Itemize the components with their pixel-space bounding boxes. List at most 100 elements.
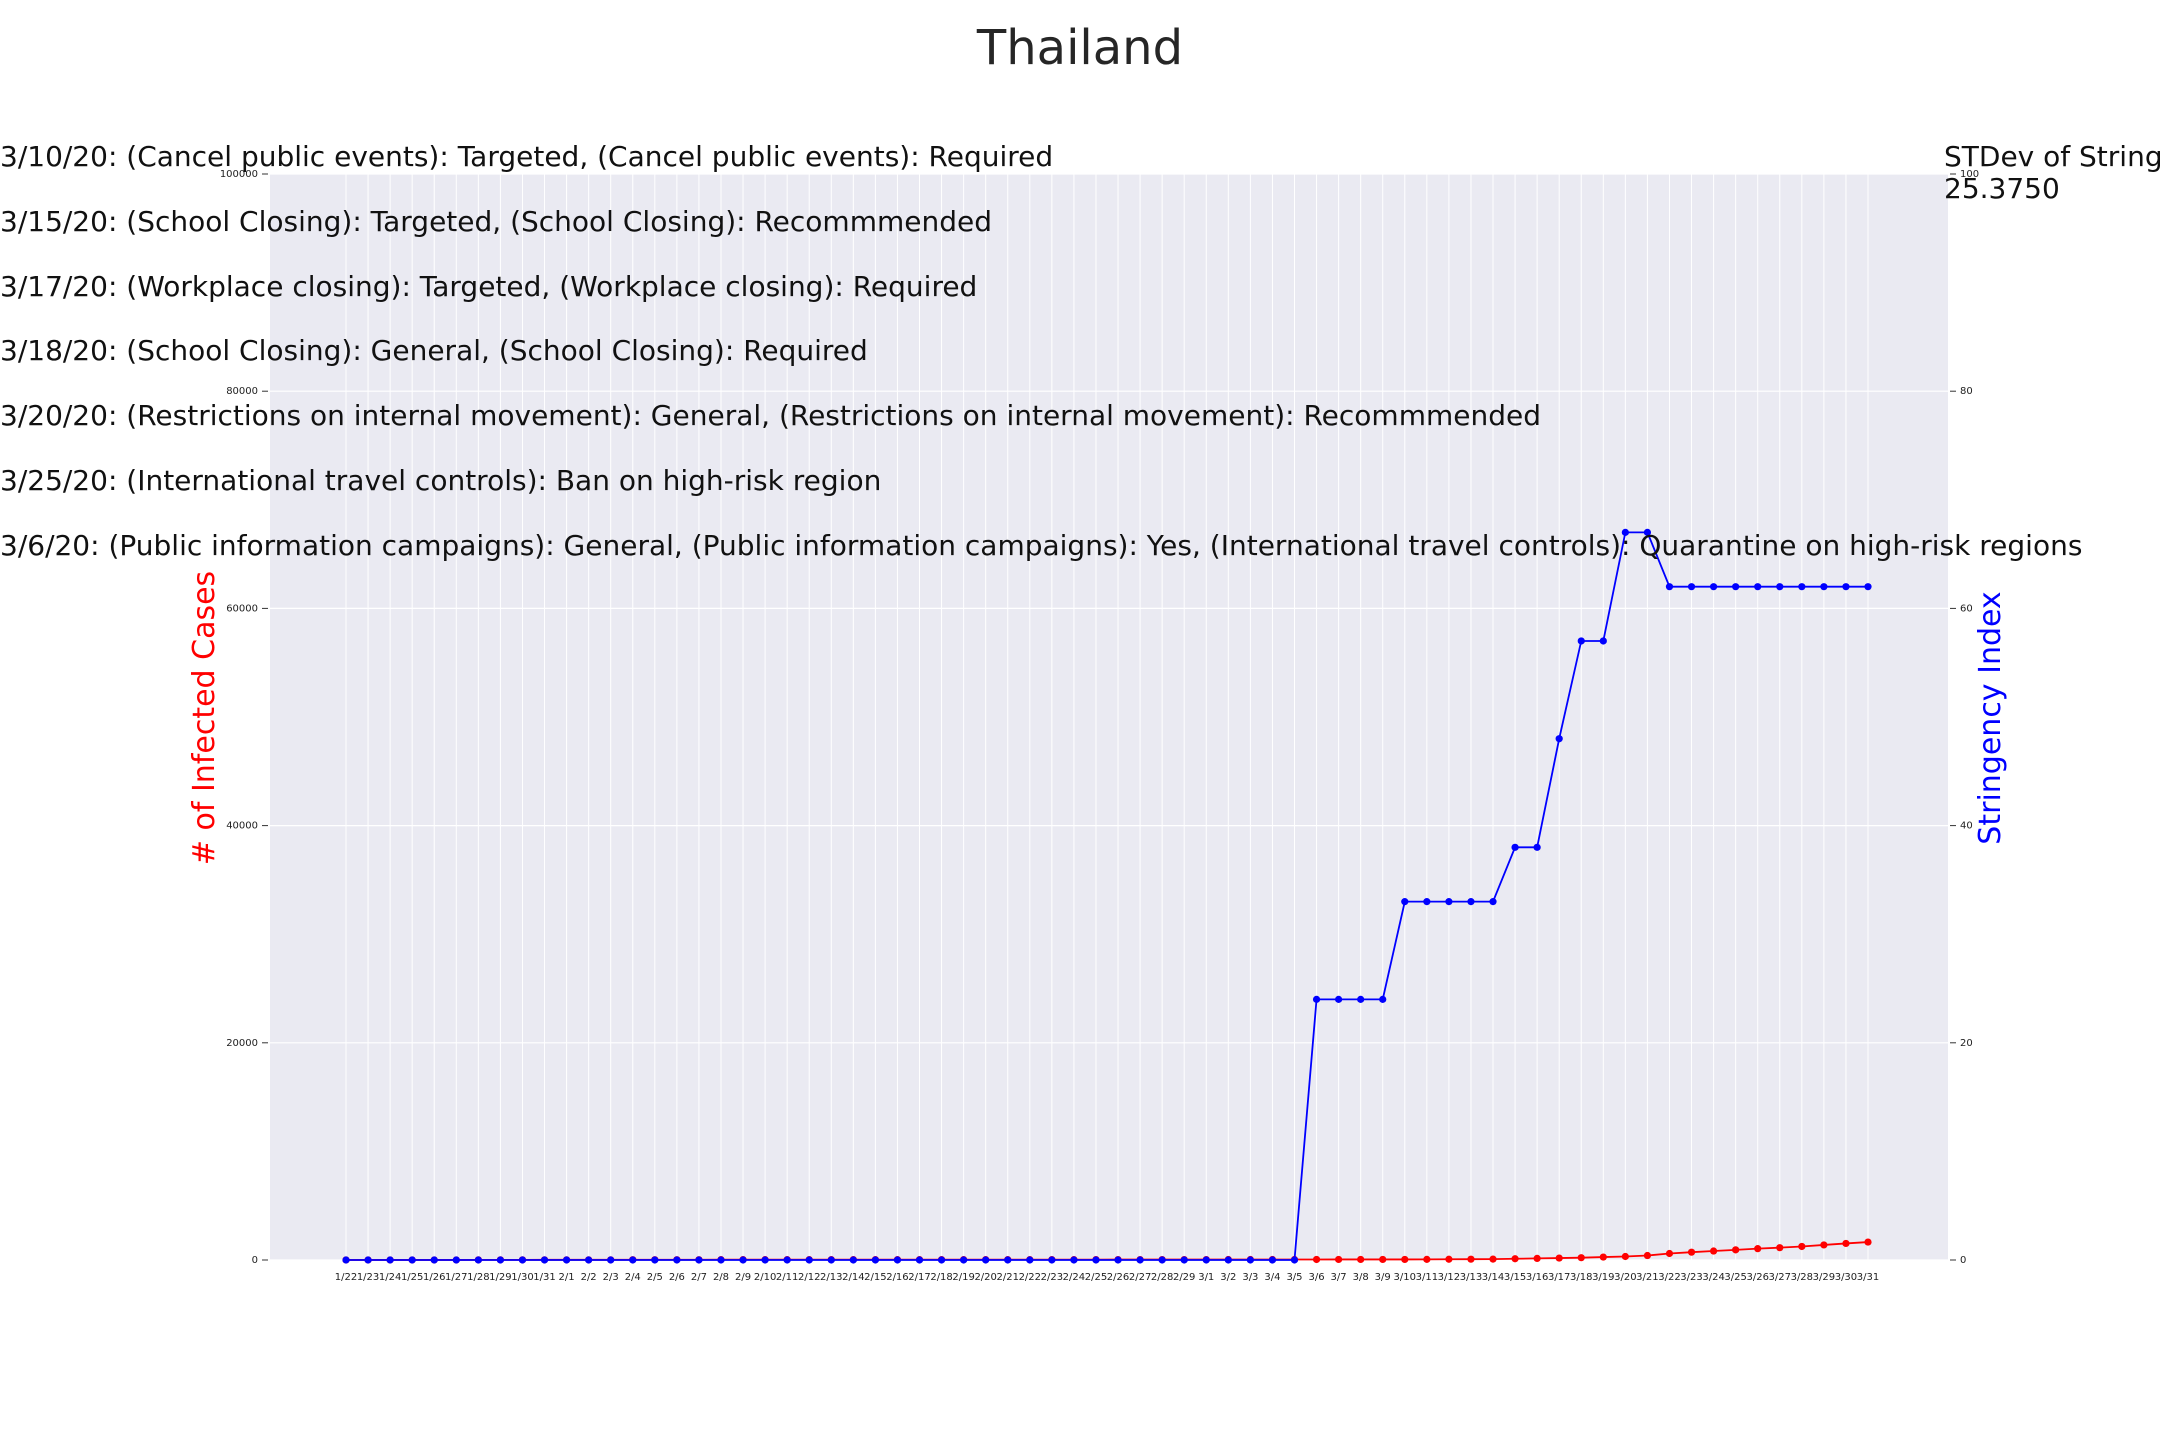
x-tick-label: 2/22	[1019, 1272, 1041, 1283]
infected-cases-point	[1401, 1256, 1408, 1263]
x-tick-label: 1/22	[335, 1272, 357, 1283]
stringency-index-point	[1666, 583, 1673, 590]
y-right-tick-label: 20	[1960, 1038, 1973, 1049]
infected-cases-point	[1710, 1247, 1717, 1254]
x-tick-label: 2/7	[691, 1272, 707, 1283]
annotation-text: 3/10/20: (Cancel public events): Targete…	[0, 140, 1053, 173]
x-tick-label: 3/30	[1835, 1272, 1857, 1283]
infected-cases-point	[1534, 1255, 1541, 1262]
stringency-index-point	[762, 1256, 769, 1263]
y-axis-right-label: Stringency Index	[1973, 591, 2008, 844]
infected-cases-point	[1688, 1249, 1695, 1256]
stringency-index-point	[1114, 1256, 1121, 1263]
x-tick-label: 2/12	[798, 1272, 820, 1283]
stringency-index-point	[1026, 1256, 1033, 1263]
infected-cases-point	[1313, 1256, 1320, 1263]
x-tick-label: 1/31	[533, 1272, 555, 1283]
stringency-index-point	[1335, 996, 1342, 1003]
x-tick-label: 3/20	[1614, 1272, 1636, 1283]
y-left-tick-label: 0	[252, 1255, 258, 1266]
x-tick-label: 2/25	[1085, 1272, 1107, 1283]
annotation-text: 3/17/20: (Workplace closing): Targeted, …	[0, 270, 977, 303]
x-tick-label: 3/4	[1264, 1272, 1280, 1283]
stringency-index-point	[717, 1256, 724, 1263]
stringency-index-point	[1467, 898, 1474, 905]
stringency-index-point	[1313, 996, 1320, 1003]
stringency-index-point	[585, 1256, 592, 1263]
x-tick-label: 3/19	[1592, 1272, 1614, 1283]
x-tick-label: 3/25	[1724, 1272, 1746, 1283]
x-tick-label: 2/9	[735, 1272, 751, 1283]
stringency-index-point	[475, 1256, 482, 1263]
stringency-index-point	[828, 1256, 835, 1263]
stringency-index-point	[1291, 1256, 1298, 1263]
y-left-tick-label: 20000	[226, 1038, 258, 1049]
stringency-index-point	[1225, 1256, 1232, 1263]
stringency-index-point	[739, 1256, 746, 1263]
stringency-index-point	[872, 1256, 879, 1263]
annotation-text: 3/18/20: (School Closing): General, (Sch…	[0, 334, 868, 367]
x-tick-label: 3/21	[1636, 1272, 1658, 1283]
x-tick-label: 2/3	[603, 1272, 619, 1283]
stringency-index-point	[695, 1256, 702, 1263]
stringency-index-point	[894, 1256, 901, 1263]
infected-cases-point	[1622, 1253, 1629, 1260]
infected-cases-point	[1666, 1250, 1673, 1257]
stringency-index-point	[1092, 1256, 1099, 1263]
y-left-tick-label: 80000	[226, 386, 258, 397]
x-tick-label: 2/20	[974, 1272, 996, 1283]
stringency-index-point	[1754, 583, 1761, 590]
stringency-index-point	[1578, 637, 1585, 644]
x-tick-label: 2/17	[908, 1272, 930, 1283]
stringency-index-point	[1600, 637, 1607, 644]
stringency-index-point	[1379, 996, 1386, 1003]
x-tick-label: 1/24	[379, 1272, 401, 1283]
x-tick-label: 1/26	[423, 1272, 445, 1283]
stringency-index-point	[453, 1256, 460, 1263]
stringency-index-point	[651, 1256, 658, 1263]
annotation-text: 3/25/20: (International travel controls)…	[0, 464, 881, 497]
y-right-tick-label: 0	[1960, 1255, 1966, 1266]
x-tick-label: 2/16	[886, 1272, 908, 1283]
stringency-index-point	[1776, 583, 1783, 590]
infected-cases-point	[1798, 1243, 1805, 1250]
stringency-index-point	[673, 1256, 680, 1263]
x-tick-label: 2/26	[1107, 1272, 1129, 1283]
x-tick-label: 1/23	[357, 1272, 379, 1283]
stringency-index-point	[1511, 844, 1518, 851]
infected-cases-point	[1335, 1256, 1342, 1263]
stringency-index-point	[1732, 583, 1739, 590]
x-tick-label: 3/17	[1548, 1272, 1570, 1283]
x-tick-label: 1/30	[511, 1272, 533, 1283]
x-tick-label: 3/18	[1570, 1272, 1592, 1283]
x-tick-label: 3/8	[1353, 1272, 1369, 1283]
stringency-index-point	[850, 1256, 857, 1263]
stringency-index-point	[982, 1256, 989, 1263]
y-right-tick-label: 80	[1960, 386, 1973, 397]
stringency-index-point	[364, 1256, 371, 1263]
stringency-index-point	[431, 1256, 438, 1263]
stringency-index-point	[497, 1256, 504, 1263]
x-tick-label: 3/15	[1504, 1272, 1526, 1283]
y-axis-left-label: # of Infected Cases	[187, 571, 222, 865]
x-tick-label: 1/28	[467, 1272, 489, 1283]
stringency-index-point	[1556, 735, 1563, 742]
x-tick-label: 2/13	[820, 1272, 842, 1283]
x-tick-label: 3/12	[1438, 1272, 1460, 1283]
stringency-index-point	[1247, 1256, 1254, 1263]
infected-cases-point	[1820, 1241, 1827, 1248]
stringency-index-point	[1534, 844, 1541, 851]
x-tick-label: 1/25	[401, 1272, 423, 1283]
stringency-index-point	[806, 1256, 813, 1263]
stringency-index-point	[1489, 898, 1496, 905]
x-tick-label: 3/28	[1791, 1272, 1813, 1283]
infected-cases-point	[1467, 1256, 1474, 1263]
y-left-tick-label: 60000	[226, 603, 258, 614]
infected-cases-point	[1732, 1246, 1739, 1253]
x-tick-label: 3/7	[1331, 1272, 1347, 1283]
infected-cases-point	[1445, 1256, 1452, 1263]
x-tick-label: 2/15	[864, 1272, 886, 1283]
chart-title: Thailand	[976, 20, 1183, 76]
x-tick-label: 3/23	[1680, 1272, 1702, 1283]
stringency-index-point	[1401, 898, 1408, 905]
